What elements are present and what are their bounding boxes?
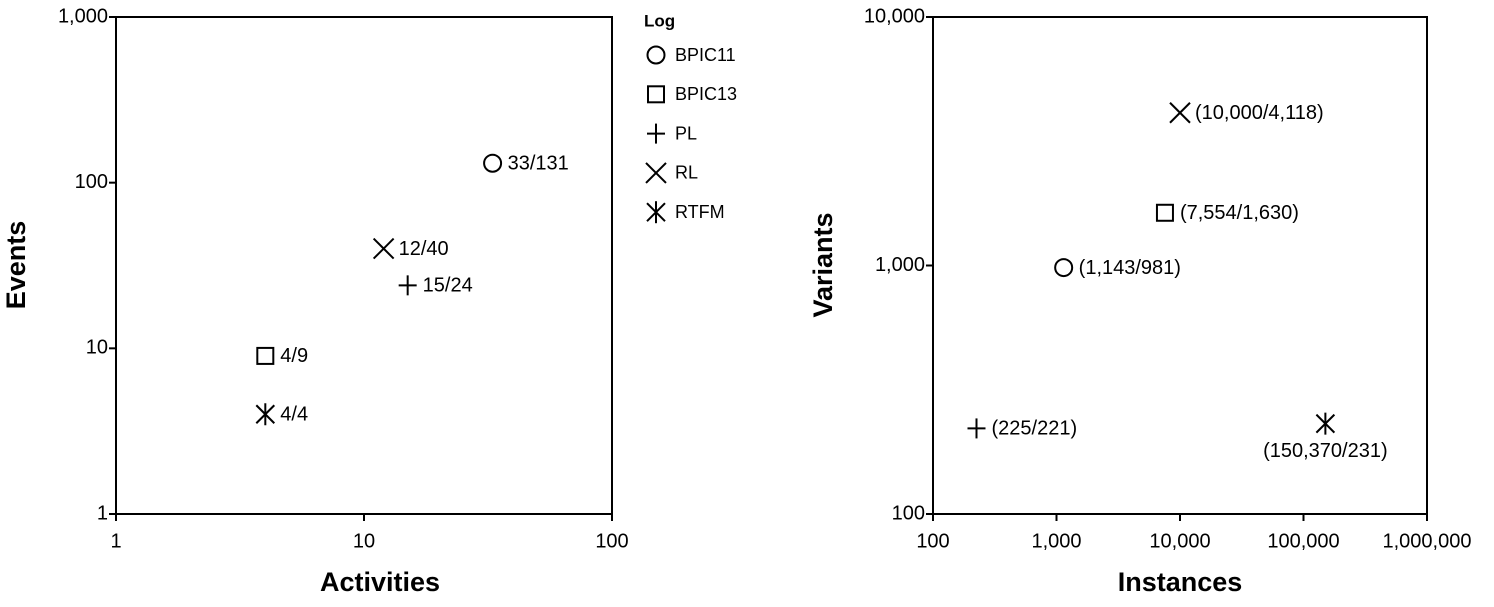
point-label: (1,143/981) bbox=[1079, 257, 1181, 279]
y-tick-label: 100 bbox=[75, 171, 108, 193]
legend-marker bbox=[646, 201, 666, 224]
x-tick-label: 100 bbox=[595, 530, 628, 552]
y-axis-title: Events bbox=[1, 221, 31, 310]
legend-marker bbox=[646, 45, 666, 65]
y-tick-label: 10 bbox=[86, 337, 108, 359]
legend-label: RTFM bbox=[675, 202, 725, 222]
legend-title: Log bbox=[644, 11, 675, 30]
marker-shape bbox=[647, 85, 665, 104]
marker-shape bbox=[1155, 203, 1174, 222]
point-label: (7,554/1,630) bbox=[1180, 202, 1299, 224]
x-tick-label: 10,000 bbox=[1149, 530, 1210, 552]
point-label: (10,000/4,118) bbox=[1195, 102, 1324, 124]
point-label: 4/9 bbox=[280, 345, 308, 367]
y-tick-label: 1,000 bbox=[875, 254, 925, 276]
marker-shape bbox=[256, 346, 275, 365]
x-tick-label: 1,000,000 bbox=[1383, 530, 1472, 552]
y-tick-label: 100 bbox=[892, 502, 925, 524]
point-label: 15/24 bbox=[423, 275, 473, 297]
legend-marker bbox=[647, 123, 665, 144]
marker-shape bbox=[1054, 258, 1074, 278]
x-tick-label: 1 bbox=[110, 530, 121, 552]
x-tick-label: 1,000 bbox=[1031, 530, 1081, 552]
point bbox=[398, 275, 417, 296]
point-label: 33/131 bbox=[508, 153, 569, 175]
point bbox=[1315, 412, 1336, 435]
point bbox=[967, 418, 986, 439]
y-tick-label: 10,000 bbox=[864, 5, 925, 27]
marker-shape bbox=[483, 153, 503, 173]
point-label: 12/40 bbox=[399, 238, 449, 260]
point-label: 4/4 bbox=[280, 404, 308, 426]
marker-stroke bbox=[372, 237, 395, 260]
point-label: (150,370/231) bbox=[1263, 440, 1388, 462]
plot-area bbox=[115, 16, 613, 515]
marker-stroke bbox=[1169, 102, 1191, 124]
legend-label: PL bbox=[675, 123, 697, 143]
legend-label: BPIC11 bbox=[675, 45, 736, 65]
point bbox=[255, 403, 276, 426]
x-tick-label: 100 bbox=[916, 530, 949, 552]
point bbox=[1054, 258, 1074, 278]
point bbox=[372, 237, 395, 260]
legend-marker bbox=[645, 162, 667, 184]
y-tick-label: 1 bbox=[97, 502, 108, 524]
legend-marker bbox=[647, 85, 665, 104]
legend-label: BPIC13 bbox=[675, 84, 737, 104]
y-axis-title: Variants bbox=[808, 212, 838, 317]
marker-shape bbox=[646, 45, 666, 65]
x-tick-label: 10 bbox=[353, 530, 375, 552]
point-label: (225/221) bbox=[991, 418, 1077, 440]
x-tick-label: 100,000 bbox=[1267, 530, 1339, 552]
point bbox=[1155, 203, 1174, 222]
x-axis-title: Instances bbox=[1118, 567, 1243, 597]
point bbox=[1169, 102, 1191, 124]
x-axis-title: Activities bbox=[320, 567, 440, 597]
marker-stroke bbox=[645, 162, 667, 184]
legend-label: RL bbox=[675, 163, 698, 183]
point bbox=[256, 346, 275, 365]
y-tick-label: 1,000 bbox=[58, 5, 108, 27]
point bbox=[483, 153, 503, 173]
